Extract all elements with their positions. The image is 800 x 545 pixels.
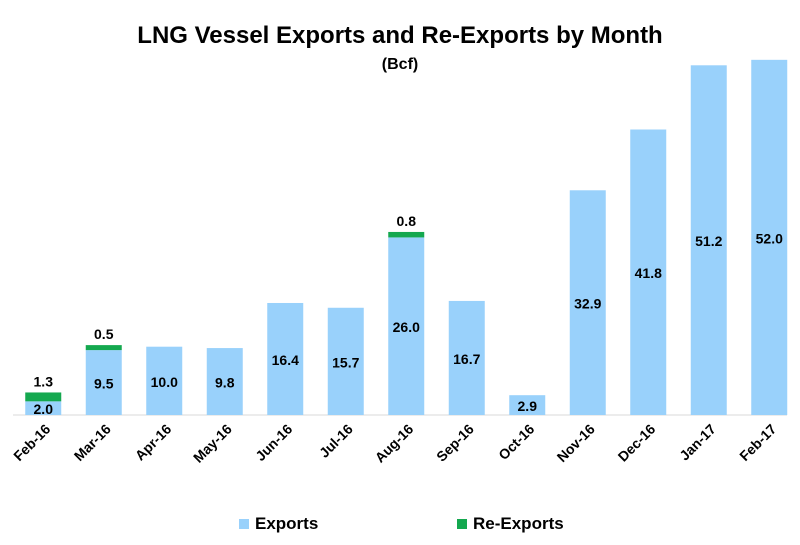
label-exports-may-16: 9.8 (215, 375, 235, 391)
chart-title: LNG Vessel Exports and Re-Exports by Mon… (137, 22, 663, 49)
bar-exports-mar-16 (85, 350, 122, 415)
legend-item-re-exports: Re-Exports (457, 513, 564, 535)
label-exports-feb-16: 2.0 (34, 401, 54, 417)
bar-exports-dec-16 (630, 129, 667, 415)
legend-item-exports: Exports (239, 513, 318, 535)
labels-group: 2.0 1.3 9.5 0.5 10.0 9.8 16.4 15.7 26.0 0.8 16.7 2.… (34, 213, 784, 417)
label-exports-mar-16: 9.5 (94, 376, 114, 392)
label-re-exports-feb-16: 1.3 (34, 373, 54, 389)
bar-exports-sep-16 (448, 300, 485, 415)
tick-label-apr-16: Apr-16 (132, 421, 175, 464)
bar-re-exports-mar-16 (85, 345, 122, 351)
tick-label-oct-16: Oct-16 (495, 421, 537, 463)
bar-exports-apr-16 (146, 346, 183, 415)
bar-re-exports-aug-16 (388, 231, 425, 238)
label-exports-feb-17: 52.0 (756, 230, 783, 246)
tick-label-aug-16: Aug-16 (372, 421, 417, 466)
bar-exports-jan-17 (690, 65, 727, 415)
tick-label-mar-16: Mar-16 (71, 421, 114, 464)
bar-exports-may-16 (206, 348, 243, 415)
label-exports-jul-16: 15.7 (332, 354, 359, 370)
label-exports-dec-16: 41.8 (635, 265, 662, 281)
tick-label-nov-16: Nov-16 (554, 421, 598, 465)
tick-label-feb-17: Feb-17 (736, 421, 779, 464)
tick-label-jan-17: Jan-17 (676, 421, 719, 464)
bar-exports-nov-16 (569, 190, 606, 415)
tick-label-jun-16: Jun-16 (252, 421, 295, 464)
label-exports-jun-16: 16.4 (272, 352, 299, 368)
bar-exports-aug-16 (388, 237, 425, 415)
bar-re-exports-feb-16 (25, 392, 62, 402)
tick-label-may-16: May-16 (190, 421, 235, 466)
legend-swatch-re-exports (457, 519, 467, 529)
label-re-exports-aug-16: 0.8 (397, 213, 417, 229)
tick-label-feb-16: Feb-16 (10, 421, 53, 464)
tick-label-jul-16: Jul-16 (316, 421, 356, 461)
bar-exports-feb-16 (25, 401, 62, 415)
tick-label-dec-16: Dec-16 (615, 421, 659, 465)
label-exports-sep-16: 16.7 (453, 351, 480, 367)
chart-subtitle: (Bcf) (381, 56, 419, 73)
legend-label-re-exports: Re-Exports (473, 514, 564, 533)
x-tick-labels: Feb-16 Mar-16 Apr-16 May-16 Jun-16 Jul-16 Aug-… (10, 421, 779, 466)
bars-group (25, 59, 788, 415)
legend-swatch-exports (239, 519, 249, 529)
bar-exports-jul-16 (327, 307, 364, 415)
label-re-exports-mar-16: 0.5 (94, 326, 114, 342)
label-exports-oct-16: 2.9 (518, 398, 538, 414)
label-exports-nov-16: 32.9 (574, 296, 601, 312)
label-exports-aug-16: 26.0 (393, 319, 420, 335)
label-exports-jan-17: 51.2 (695, 233, 722, 249)
label-exports-apr-16: 10.0 (151, 374, 178, 390)
bar-exports-feb-17 (751, 59, 788, 415)
tick-label-sep-16: Sep-16 (433, 421, 477, 465)
bar-exports-oct-16 (509, 395, 546, 415)
bar-exports-jun-16 (267, 302, 304, 415)
legend-label-exports: Exports (255, 514, 319, 533)
